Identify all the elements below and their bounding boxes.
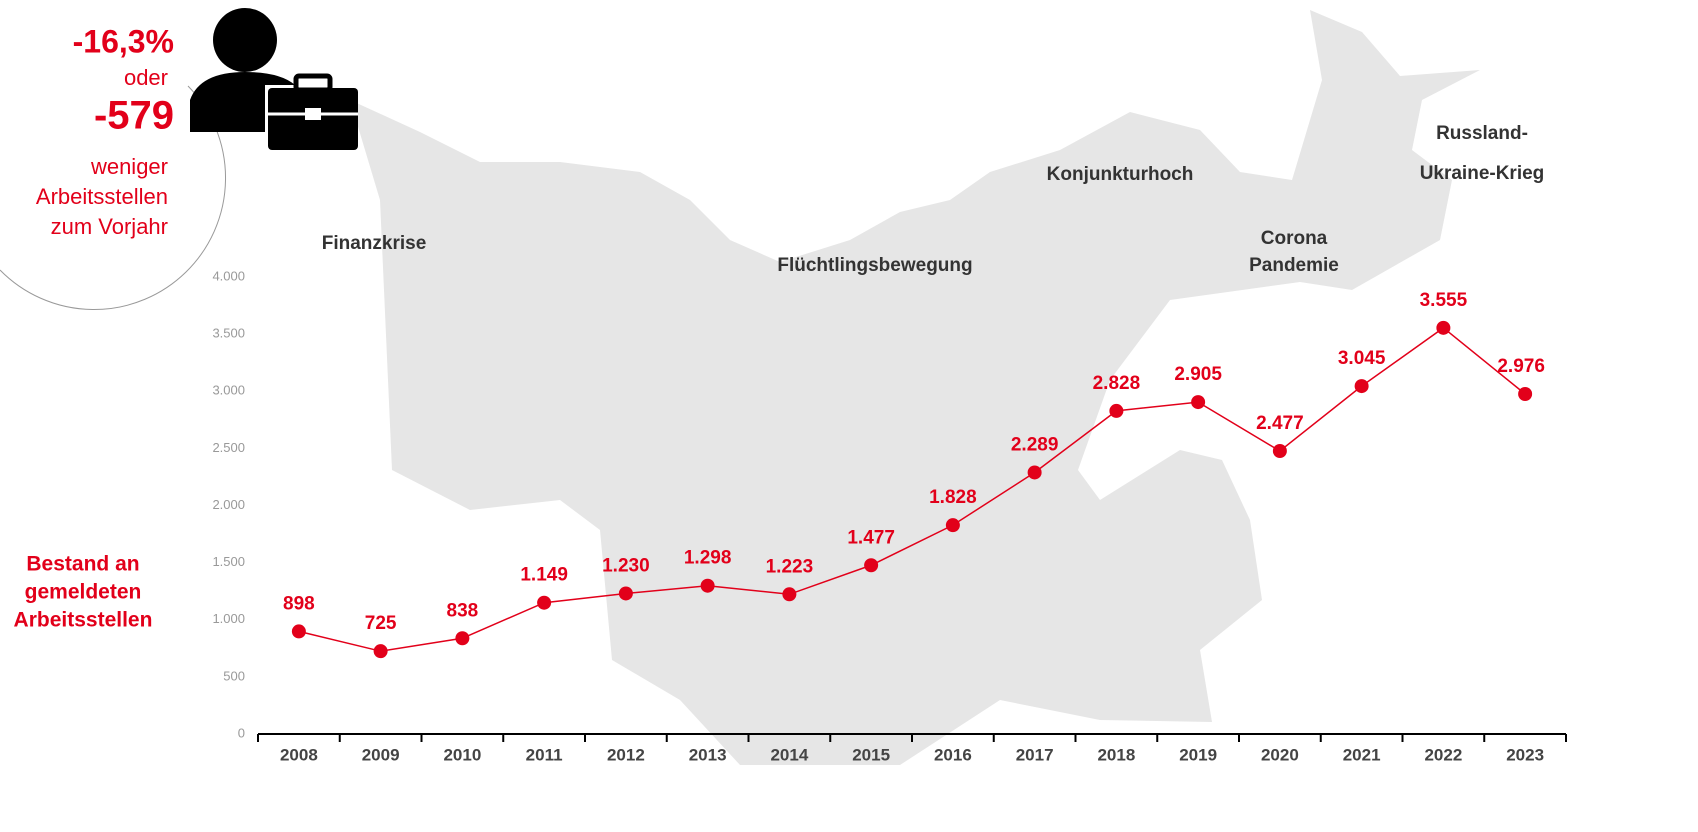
y-tick-label: 0 (238, 725, 245, 740)
callout-text: weniger (90, 154, 168, 179)
data-point (291, 624, 306, 639)
y-tick-label: 1.000 (212, 611, 245, 626)
y-axis-label: Arbeitsstellen (14, 609, 153, 632)
callout-text: zum Vorjahr (51, 214, 168, 239)
y-tick-label: 4.000 (212, 268, 245, 283)
y-axis-label: gemeldeten (25, 581, 142, 604)
data-label: 725 (365, 613, 397, 634)
annotation: Corona (1261, 228, 1328, 249)
data-point (1027, 465, 1042, 480)
data-point (455, 631, 470, 646)
annotation: Ukraine-Krieg (1420, 163, 1545, 184)
annotation: Russland- (1436, 123, 1528, 144)
x-tick-label: 2015 (852, 745, 890, 764)
y-tick-label: 3.500 (212, 326, 245, 341)
data-label: 2.828 (1093, 373, 1141, 394)
y-tick-label: 2.000 (212, 497, 245, 512)
y-axis-label: Bestand an (26, 553, 139, 576)
y-tick-label: 3.000 (212, 383, 245, 398)
data-point (1436, 320, 1451, 335)
annotation: Konjunkturhoch (1047, 164, 1194, 185)
data-point (1272, 444, 1287, 459)
x-tick-label: 2020 (1261, 745, 1299, 764)
x-tick-label: 2019 (1179, 745, 1217, 764)
callout-absolute: -579 (94, 94, 174, 138)
data-point (945, 518, 960, 533)
data-point (1191, 395, 1206, 410)
y-tick-label: 2.500 (212, 440, 245, 455)
data-label: 1.298 (684, 548, 732, 569)
x-tick-label: 2011 (526, 745, 563, 764)
x-tick-label: 2013 (689, 745, 727, 764)
x-tick-label: 2018 (1097, 745, 1135, 764)
y-tick-label: 1.500 (212, 554, 245, 569)
data-label: 1.149 (520, 565, 568, 586)
x-tick-label: 2012 (607, 745, 645, 764)
annotation: Pandemie (1249, 255, 1339, 276)
data-point (1354, 379, 1369, 394)
data-point (1518, 386, 1533, 401)
x-tick-label: 2009 (362, 745, 400, 764)
data-point (1109, 403, 1124, 418)
data-point (864, 558, 879, 573)
data-point (782, 587, 797, 602)
data-label: 2.976 (1497, 356, 1545, 377)
x-tick-label: 2022 (1424, 745, 1462, 764)
data-point (373, 644, 388, 659)
annotation: Flüchtlingsbewegung (777, 255, 972, 276)
data-point (700, 578, 715, 593)
x-tick-label: 2023 (1506, 745, 1544, 764)
callout-arc (0, 85, 227, 311)
data-label: 838 (447, 600, 479, 621)
data-label: 2.289 (1011, 434, 1059, 455)
map-shape (350, 10, 1480, 765)
data-label: 3.555 (1420, 290, 1468, 311)
callout-text: Arbeitsstellen (36, 184, 168, 209)
x-tick-label: 2017 (1016, 745, 1054, 764)
x-tick-label: 2014 (770, 745, 808, 764)
x-tick-label: 2010 (443, 745, 481, 764)
data-point (618, 586, 633, 601)
data-label: 3.045 (1338, 348, 1386, 369)
callout-connector: oder (124, 65, 168, 90)
callout-percent: -16,3% (73, 23, 174, 59)
data-label: 1.230 (602, 555, 650, 576)
data-label: 2.477 (1256, 413, 1304, 434)
series-line (298, 326, 1526, 652)
data-label: 898 (283, 593, 315, 614)
job-icon (190, 8, 358, 150)
x-tick-label: 2021 (1343, 745, 1381, 764)
x-tick-label: 2016 (934, 745, 972, 764)
data-label: 1.477 (847, 527, 895, 548)
annotation: Finanzkrise (322, 233, 427, 254)
data-label: 1.223 (766, 556, 814, 577)
data-label: 2.905 (1174, 364, 1222, 385)
data-label: 1.828 (929, 487, 977, 508)
x-tick-label: 2008 (280, 745, 318, 764)
y-tick-label: 500 (223, 668, 245, 683)
data-point (537, 595, 552, 610)
